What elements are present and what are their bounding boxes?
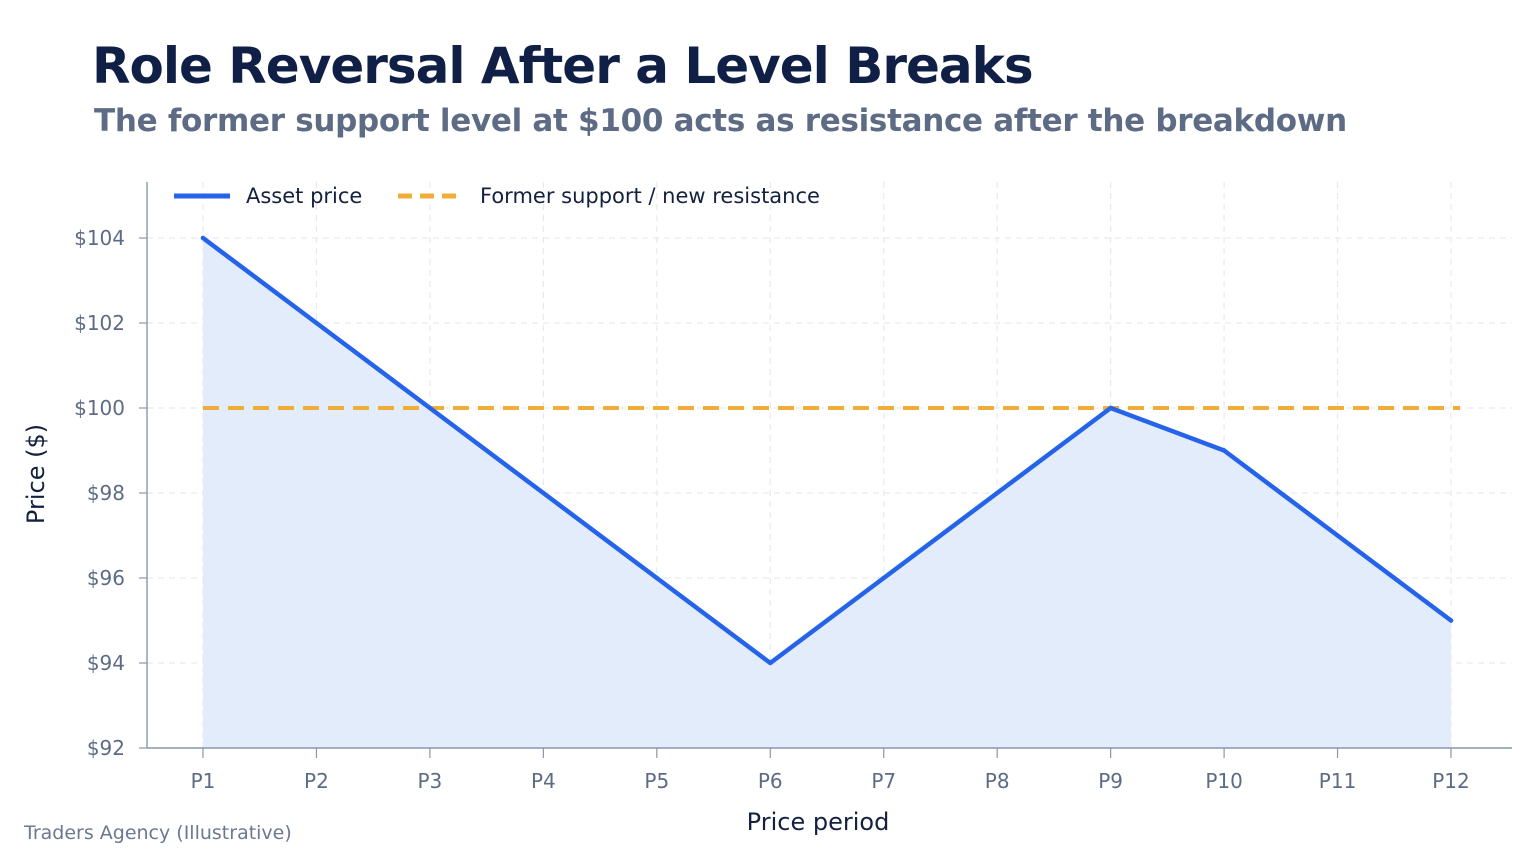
- y-tick-label-96: $96: [87, 566, 125, 590]
- x-tick-label-P3: P3: [418, 769, 443, 793]
- data-point-P9: [1108, 405, 1113, 411]
- data-point-P10: [1221, 448, 1227, 453]
- x-tick-label-P10: P10: [1205, 769, 1243, 793]
- source-note: Traders Agency (Illustrative): [24, 822, 292, 844]
- legend: Asset price Former support / new resista…: [174, 184, 820, 208]
- x-tick-label-P1: P1: [191, 769, 216, 793]
- y-tick-label-104: $104: [74, 226, 125, 250]
- x-tick-label-P8: P8: [985, 769, 1010, 793]
- data-point-P11: [1335, 533, 1340, 538]
- data-point-P12: [1448, 618, 1454, 623]
- data-point-P6: [768, 660, 773, 666]
- y-tick-label-100: $100: [74, 396, 125, 420]
- series-layer: [200, 235, 1460, 666]
- tick-labels: $92 $94 $96 $98 $100 $102 $104 P1 P2 P3 P4 P5 P6 P7 P8…: [74, 226, 1470, 793]
- x-axis-title: Price period: [747, 808, 890, 836]
- legend-label-asset-price: Asset price: [246, 184, 362, 208]
- x-tick-label-P7: P7: [871, 769, 896, 793]
- area-fill-layer: [203, 238, 1451, 748]
- data-point-P5: [654, 575, 660, 581]
- data-point-P8: [994, 490, 1000, 496]
- x-tick-label-P2: P2: [304, 769, 329, 793]
- data-point-P7: [881, 575, 886, 581]
- x-tick-label-P5: P5: [644, 769, 669, 793]
- y-tick-label-102: $102: [74, 311, 125, 335]
- chart-title: Role Reversal After a Level Breaks: [92, 37, 1034, 95]
- data-point-P4: [541, 490, 546, 496]
- x-tick-label-P4: P4: [531, 769, 556, 793]
- y-tick-label-94: $94: [87, 651, 125, 675]
- x-tick-label-P12: P12: [1432, 769, 1470, 793]
- y-axis-title: Price ($): [22, 424, 50, 524]
- series-line-asset-price: [200, 235, 1454, 666]
- x-tick-label-P6: P6: [758, 769, 783, 793]
- y-tick-label-92: $92: [87, 736, 125, 760]
- chart-subtitle: The former support level at $100 acts as…: [94, 103, 1347, 139]
- data-point-P1: [200, 235, 206, 241]
- x-tick-label-P11: P11: [1319, 769, 1357, 793]
- x-tick-label-P9: P9: [1098, 769, 1123, 793]
- data-point-P3: [427, 405, 433, 411]
- axes: [139, 182, 1512, 758]
- series-area-asset-price: [203, 238, 1451, 748]
- legend-label-former-support: Former support / new resistance: [480, 184, 820, 208]
- y-tick-label-98: $98: [87, 481, 125, 505]
- data-point-P2: [314, 320, 319, 326]
